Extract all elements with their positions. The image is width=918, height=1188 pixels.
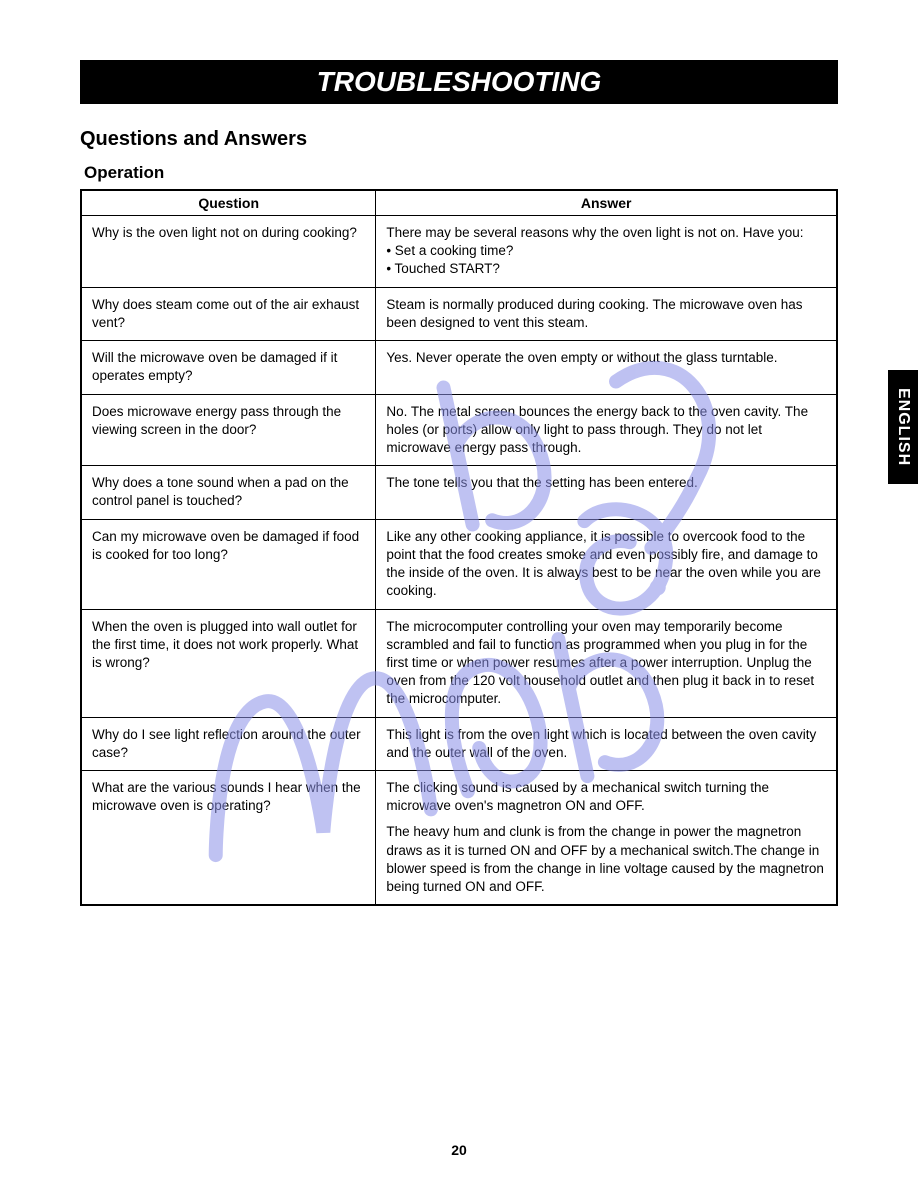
answer-paragraph: The microcomputer controlling your oven … — [386, 618, 826, 709]
answer-paragraph: Like any other cooking appliance, it is … — [386, 528, 826, 601]
answer-paragraph: Yes. Never operate the oven empty or wit… — [386, 349, 826, 367]
table-header-row: Question Answer — [81, 190, 837, 216]
answer-cell: No. The metal screen bounces the energy … — [376, 394, 837, 466]
answer-paragraph: This light is from the oven light which … — [386, 726, 826, 762]
answer-cell: The clicking sound is caused by a mechan… — [376, 771, 837, 906]
question-cell: Why is the oven light not on during cook… — [81, 216, 376, 288]
answer-cell: There may be several reasons why the ove… — [376, 216, 837, 288]
question-cell: Why does a tone sound when a pad on the … — [81, 466, 376, 519]
answer-cell: Yes. Never operate the oven empty or wit… — [376, 341, 837, 394]
title-bar: TROUBLESHOOTING — [80, 60, 838, 104]
section-heading: Questions and Answers — [80, 128, 838, 151]
answer-cell: Steam is normally produced during cookin… — [376, 287, 837, 340]
table-row: Why do I see light reflection around the… — [81, 717, 837, 770]
answer-paragraph: The heavy hum and clunk is from the chan… — [386, 823, 826, 896]
col-header-question: Question — [81, 190, 376, 216]
table-row: Why does a tone sound when a pad on the … — [81, 466, 837, 519]
answer-cell: Like any other cooking appliance, it is … — [376, 519, 837, 609]
language-tab: ENGLISH — [888, 370, 918, 484]
question-cell: Can my microwave oven be damaged if food… — [81, 519, 376, 609]
table-row: What are the various sounds I hear when … — [81, 771, 837, 906]
answer-paragraph: Steam is normally produced during cookin… — [386, 296, 826, 332]
table-row: When the oven is plugged into wall outle… — [81, 609, 837, 717]
answer-cell: This light is from the oven light which … — [376, 717, 837, 770]
page-number: 20 — [0, 1142, 918, 1158]
question-cell: What are the various sounds I hear when … — [81, 771, 376, 906]
question-cell: Why do I see light reflection around the… — [81, 717, 376, 770]
question-cell: Does microwave energy pass through the v… — [81, 394, 376, 466]
table-row: Will the microwave oven be damaged if it… — [81, 341, 837, 394]
answer-paragraph: There may be several reasons why the ove… — [386, 224, 826, 279]
table-row: Why is the oven light not on during cook… — [81, 216, 837, 288]
sub-heading: Operation — [84, 163, 838, 183]
answer-paragraph: No. The metal screen bounces the energy … — [386, 403, 826, 458]
col-header-answer: Answer — [376, 190, 837, 216]
table-row: Does microwave energy pass through the v… — [81, 394, 837, 466]
question-cell: Why does steam come out of the air exhau… — [81, 287, 376, 340]
table-row: Why does steam come out of the air exhau… — [81, 287, 837, 340]
table-row: Can my microwave oven be damaged if food… — [81, 519, 837, 609]
answer-cell: The microcomputer controlling your oven … — [376, 609, 837, 717]
answer-paragraph: The clicking sound is caused by a mechan… — [386, 779, 826, 815]
answer-paragraph: The tone tells you that the setting has … — [386, 474, 826, 492]
question-cell: Will the microwave oven be damaged if it… — [81, 341, 376, 394]
qa-table: Question Answer Why is the oven light no… — [80, 189, 838, 906]
answer-cell: The tone tells you that the setting has … — [376, 466, 837, 519]
question-cell: When the oven is plugged into wall outle… — [81, 609, 376, 717]
manual-page: TROUBLESHOOTING Questions and Answers Op… — [0, 0, 918, 946]
